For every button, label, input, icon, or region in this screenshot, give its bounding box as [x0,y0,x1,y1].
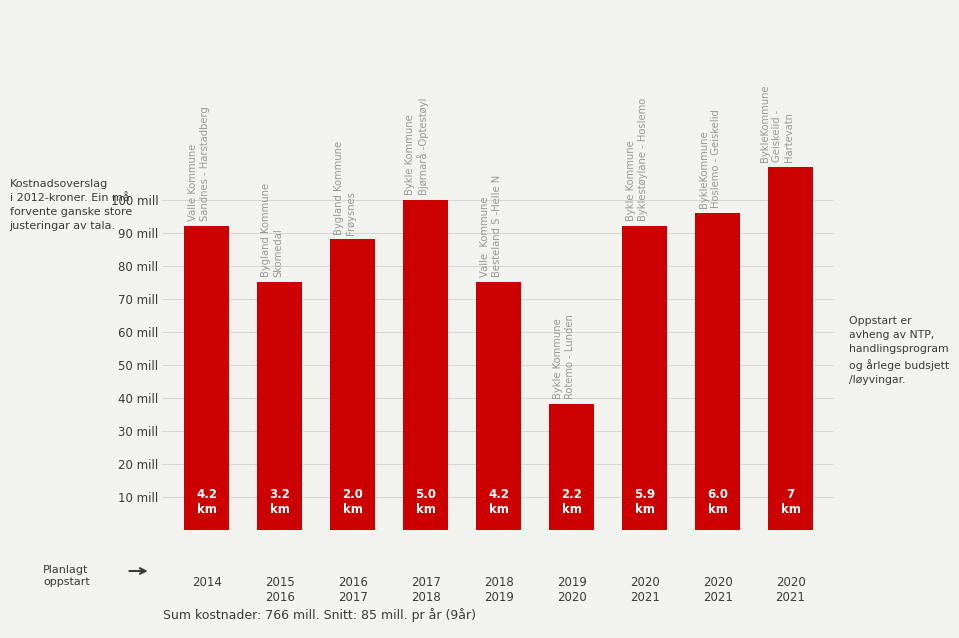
Text: 2020
2021: 2020 2021 [630,575,660,604]
Bar [622,226,667,530]
Text: 2.2
km: 2.2 km [561,488,582,516]
Text: 2015
2016: 2015 2016 [265,575,294,604]
Text: 2020
2021: 2020 2021 [776,575,806,604]
Text: 5.0
km: 5.0 km [415,488,436,516]
Text: Oppstart er
avheng av NTP,
handlingsprogram
og årlege budsjett
/løyvingar.: Oppstart er avheng av NTP, handlingsprog… [849,316,948,385]
Text: 2.0
km: 2.0 km [342,488,363,516]
Text: Kostnadsoverslag
i 2012-kroner. Ein må
forvente ganske store
justeringar av tala: Kostnadsoverslag i 2012-kroner. Ein må f… [10,179,131,231]
Text: BykleKommune
Hoslemo - Geiskelid: BykleKommune Hoslemo - Geiskelid [699,109,721,208]
Text: 2017
2018: 2017 2018 [410,575,440,604]
Text: Bykle Kommune
Rotemo - Lunden: Bykle Kommune Rotemo - Lunden [553,315,575,399]
Text: 6.0
km: 6.0 km [707,488,728,516]
Bar [257,282,302,530]
Text: Sum kostnader: 766 mill. Snitt: 85 mill. pr år (9år): Sum kostnader: 766 mill. Snitt: 85 mill.… [163,608,476,622]
Text: 2020
2021: 2020 2021 [703,575,733,604]
Text: Valle Kommune
Sandnes - Harstadberg: Valle Kommune Sandnes - Harstadberg [189,107,210,221]
Text: Bykle Kommune
Byklestøylane - Hoslemo: Bykle Kommune Byklestøylane - Hoslemo [626,98,648,221]
Text: 3.2
km: 3.2 km [269,488,291,516]
Text: Valle  Kommune
Besteland S -Helle N: Valle Kommune Besteland S -Helle N [480,175,503,278]
Text: 2016
2017: 2016 2017 [338,575,367,604]
Text: BykleKommune
Geiskelid -
Hartevatn: BykleKommune Geiskelid - Hartevatn [760,84,794,162]
Bar [184,226,229,530]
Bar [330,239,375,530]
Bar [403,200,449,530]
Text: 4.2
km: 4.2 km [488,488,509,516]
Text: 2019
2020: 2019 2020 [557,575,587,604]
Text: 7
km: 7 km [781,488,801,516]
Text: 2014: 2014 [192,575,222,589]
Text: 4.2
km: 4.2 km [197,488,218,516]
Bar [550,404,595,530]
Text: 5.9
km: 5.9 km [634,488,655,516]
Text: Bykle Kommune
Bjørnarå -Optestøyl: Bykle Kommune Bjørnarå -Optestøyl [405,98,430,195]
Bar [476,282,522,530]
Text: Bygland Kommune
Frøysnes: Bygland Kommune Frøysnes [335,140,357,235]
Bar [768,167,813,530]
Text: 2018
2019: 2018 2019 [483,575,514,604]
Text: Bygland Kommune
Skomedal: Bygland Kommune Skomedal [262,183,284,278]
Text: Planlagt
oppstart: Planlagt oppstart [43,565,90,587]
Bar [695,213,740,530]
